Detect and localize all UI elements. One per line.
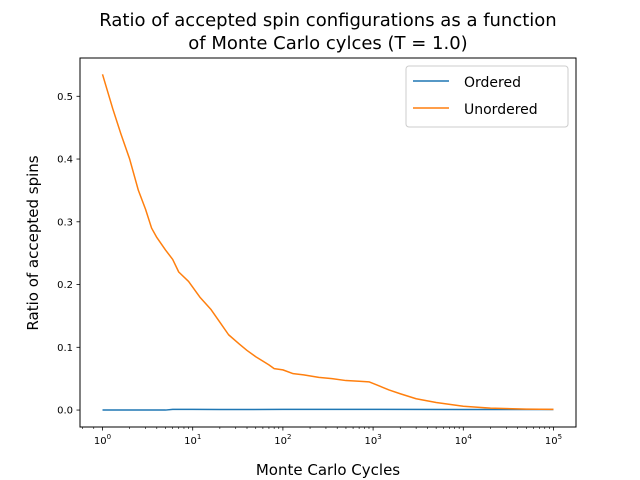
y-tick-label: 0.1 (57, 343, 73, 354)
y-tick-label: 0.3 (57, 217, 73, 228)
plot-area (101, 74, 554, 411)
axes-frame (79, 57, 577, 428)
x-tick-label: 101 (184, 433, 201, 447)
x-tick-label: 104 (455, 433, 473, 447)
series-line-ordered (102, 408, 554, 411)
axis-ticks: 100 101 102 103 104 105 0.0 0.1 0.2 0.3 0.4 0.5 (57, 92, 562, 447)
chart-title-line-2: of Monte Carlo cylces (T = 1.0) (188, 33, 467, 54)
chart-title-line-1: Ratio of accepted spin configurations as… (99, 10, 556, 31)
y-tick-label: 0.5 (57, 92, 73, 103)
x-tick-label: 100 (94, 433, 111, 447)
y-tick-label: 0.0 (57, 406, 73, 417)
x-tick-label: 102 (274, 433, 291, 447)
y-axis-title: Ratio of accepted spins (24, 155, 42, 330)
series-line-unordered (101, 74, 554, 411)
y-tick-label: 0.2 (57, 280, 73, 291)
legend-label-unordered: Unordered (464, 102, 538, 118)
legend: Ordered Unordered (405, 65, 569, 128)
y-tick-label: 0.4 (57, 155, 73, 166)
x-tick-label: 105 (545, 433, 562, 447)
legend-label-ordered: Ordered (464, 75, 521, 91)
x-tick-label: 103 (364, 433, 381, 447)
x-axis-title: Monte Carlo Cycles (256, 461, 400, 479)
